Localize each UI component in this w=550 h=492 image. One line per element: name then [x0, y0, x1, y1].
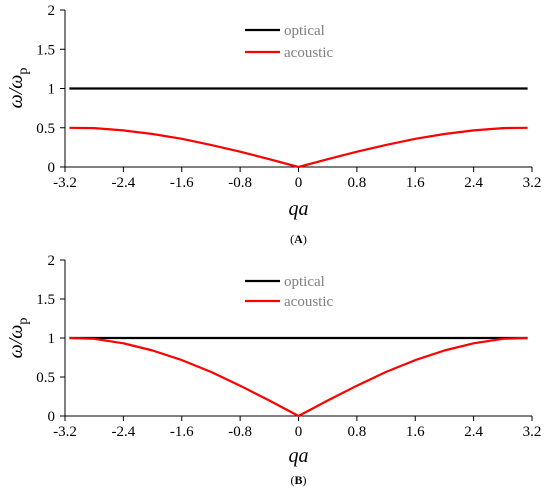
x-axis-label: qa	[289, 445, 309, 467]
series-line-acoustic	[69, 126, 528, 169]
x-tick-label: -3.2	[53, 175, 77, 191]
legend-label-optical: optical	[284, 23, 325, 39]
x-tick-label: -1.6	[170, 424, 194, 440]
panel-label: (B)	[290, 473, 306, 487]
x-tick-label: 0	[295, 175, 303, 191]
x-tick-label: -2.4	[112, 175, 136, 191]
x-tick-label: 1.6	[406, 175, 425, 191]
y-tick-label: 0	[48, 160, 56, 176]
y-tick-label: 1.5	[36, 42, 55, 58]
x-tick-label: 3.2	[523, 175, 542, 191]
chart-panel-b: 0 0.5 1 1.5 2 -3.2 -2.4 -1.6 -0.8 0 0.8 1.6 2.4 3.2 op…	[5, 253, 541, 487]
y-axis-label: ω/ωp	[5, 68, 31, 109]
legend-label-acoustic: acoustic	[284, 45, 333, 61]
x-tick-label: -1.6	[170, 175, 194, 191]
y-tick-label: 0.5	[36, 370, 55, 386]
x-tick-label: 0	[295, 424, 303, 440]
y-axis-label: ω/ωp	[5, 318, 31, 359]
series-line-acoustic	[69, 336, 528, 418]
y-tick-label: 0.5	[36, 121, 55, 137]
x-tick-label: 2.4	[464, 175, 483, 191]
y-tick-label: 1.5	[36, 292, 55, 308]
x-axis-label: qa	[289, 198, 309, 220]
y-tick-label: 2	[48, 3, 56, 19]
x-tick-label: 3.2	[523, 424, 542, 440]
x-tick-label: 0.8	[348, 175, 367, 191]
panel-label: (A)	[290, 232, 307, 246]
x-tick-label: -0.8	[228, 175, 252, 191]
legend-label-acoustic: acoustic	[284, 294, 333, 310]
y-tick-label: 1	[48, 82, 56, 98]
y-tick-label: 0	[48, 409, 56, 425]
x-tick-label: 1.6	[406, 424, 425, 440]
y-tick-label: 2	[48, 253, 56, 269]
x-tick-label: -2.4	[112, 424, 136, 440]
chart-panel-a: 0 0.5 1 1.5 2 -3.2 -2.4 -1.6 -0.8 0 0.8 1.6 2.4 3.2 op…	[5, 3, 541, 246]
y-tick-label: 1	[48, 331, 56, 347]
x-tick-label: -3.2	[53, 424, 77, 440]
x-tick-label: 0.8	[348, 424, 367, 440]
x-tick-label: 2.4	[464, 424, 483, 440]
legend-label-optical: optical	[284, 274, 325, 290]
x-tick-label: -0.8	[228, 424, 252, 440]
